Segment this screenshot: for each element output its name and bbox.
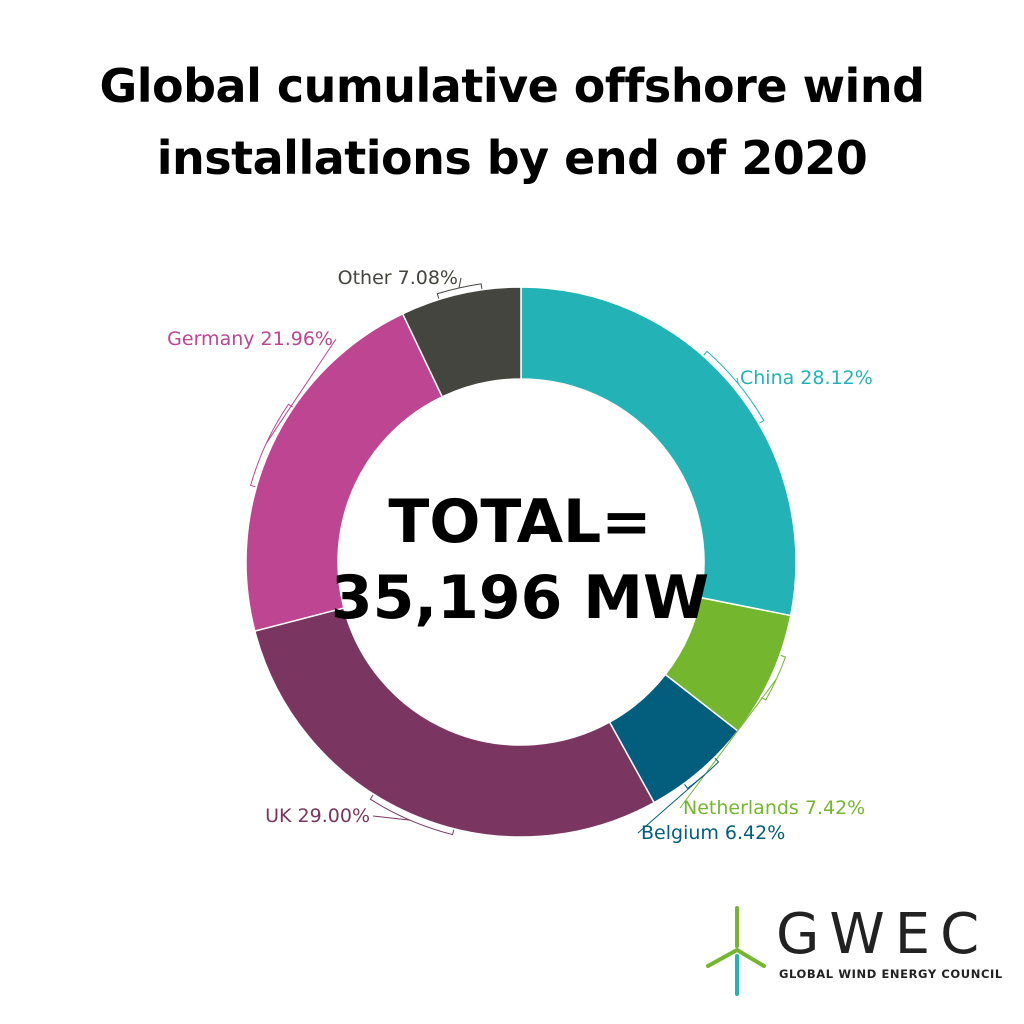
leader-uk xyxy=(369,794,455,836)
donut-slices xyxy=(245,286,797,838)
leader-belgium xyxy=(684,757,720,790)
logo-tagline: GLOBAL WIND ENERGY COUNCIL xyxy=(779,967,1003,981)
slice-label-uk: UK 29.00% xyxy=(265,805,370,827)
chart-title: Global cumulative offshore wind installa… xyxy=(0,50,1024,194)
total-value: 35,196 MW xyxy=(330,563,710,633)
leader-line-belgium xyxy=(637,775,704,834)
slice-label-germany: Germany 21.96% xyxy=(167,328,333,350)
slice-uk xyxy=(253,607,656,838)
slice-label-china: China 28.12% xyxy=(740,367,873,389)
total-label: TOTAL= xyxy=(388,487,652,557)
leader-lines xyxy=(250,277,787,836)
slice-germany xyxy=(245,312,444,632)
chart-title-line1: Global cumulative offshore wind xyxy=(99,59,925,113)
logo-wordmark: GWEC xyxy=(776,902,990,967)
chart-title-line2: installations by end of 2020 xyxy=(156,131,868,185)
leader-line-germany xyxy=(265,338,337,444)
slice-label-belgium: Belgium 6.42% xyxy=(641,822,785,844)
slice-label-other: Other 7.08% xyxy=(338,267,458,289)
slice-labels: China 28.12% Netherlands 7.42% Belgium 6.4… xyxy=(167,267,873,844)
leader-line-other xyxy=(458,277,462,289)
gwec-logo-icon xyxy=(706,906,766,996)
leader-china xyxy=(703,350,765,424)
slice-other xyxy=(401,286,522,398)
slice-label-netherlands: Netherlands 7.42% xyxy=(683,797,865,819)
leader-line-uk xyxy=(372,815,411,821)
leader-line-china xyxy=(736,377,739,384)
leader-line-netherlands xyxy=(679,678,777,809)
slice-china xyxy=(520,286,797,617)
